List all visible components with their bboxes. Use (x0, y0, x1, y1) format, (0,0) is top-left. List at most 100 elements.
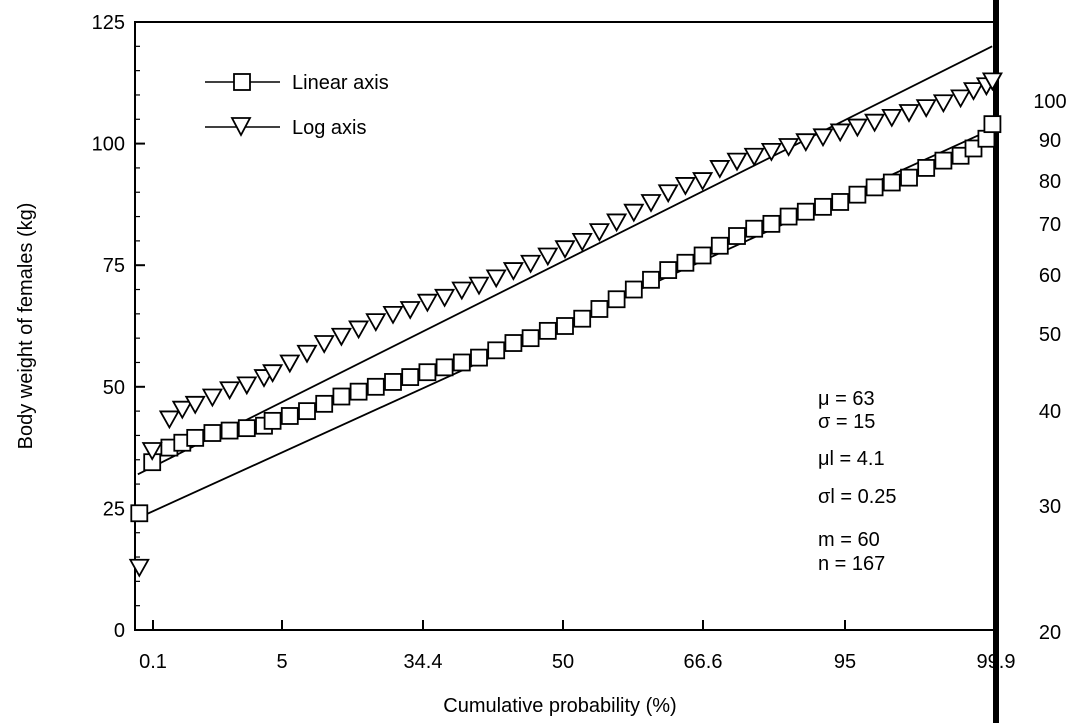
data-point-triangle (709, 160, 731, 179)
data-point-square (882, 173, 901, 192)
y-tick-label: 100 (92, 134, 125, 156)
data-point-triangle (434, 288, 456, 308)
x-axis-title: Cumulative probability (%) (443, 695, 676, 717)
data-point-triangle (171, 400, 193, 420)
data-point-square (607, 290, 626, 309)
data-point-triangle (915, 99, 937, 118)
data-point-triangle (158, 410, 180, 430)
data-point-square (186, 428, 205, 447)
data-point-square (659, 261, 678, 279)
data-point-square (865, 178, 884, 197)
data-point-triangle (128, 558, 150, 578)
x-tick-label: 0.1 (139, 651, 167, 673)
data-point-square (983, 115, 1002, 134)
data-point-square (710, 236, 729, 255)
data-point-square (315, 394, 334, 413)
data-point-square (130, 504, 149, 523)
fit-line-triangle-down (137, 45, 993, 476)
data-point-square (642, 270, 660, 289)
right-tick-label: 70 (1039, 214, 1061, 236)
data-point-triangle (279, 354, 301, 374)
stat-n: n = 167 (818, 553, 885, 575)
data-point-square (401, 368, 420, 386)
data-point-square (487, 341, 506, 360)
right-tick-label: 60 (1039, 265, 1061, 287)
y-tick-label: 0 (114, 620, 125, 642)
data-point-square (762, 214, 781, 233)
legend-label-linear: Linear axis (292, 72, 389, 94)
x-tick-label: 99.9 (977, 651, 1016, 673)
data-point-square (964, 139, 983, 158)
data-point-triangle (520, 254, 542, 274)
stat-m: m = 60 (818, 529, 880, 551)
data-point-triangle (726, 152, 748, 172)
data-point-square (203, 424, 222, 442)
data-point-triangle (485, 269, 507, 289)
data-point-triangle (864, 113, 886, 133)
data-point-triangle (554, 240, 576, 260)
y-tick-label: 125 (92, 12, 125, 34)
data-point-triangle (451, 281, 473, 301)
right-axis-ticks: 20 30 40 50 60 70 80 90 100 (1033, 91, 1066, 644)
data-point-triangle (962, 82, 985, 101)
data-point-square (435, 358, 454, 377)
data-point-triangle (881, 108, 903, 128)
right-tick-label: 100 (1033, 91, 1066, 113)
stat-mu: μ = 63 (818, 388, 875, 410)
x-tick-label: 50 (552, 651, 574, 673)
x-axis-ticks: 0.1 5 34.4 50 66.6 95 99.9 (139, 620, 1015, 673)
data-point-triangle (262, 364, 284, 384)
right-tick-label: 90 (1039, 130, 1061, 152)
data-markers (128, 72, 1003, 578)
data-point-triangle (296, 344, 318, 364)
data-point-square (900, 168, 918, 187)
data-point-square (349, 382, 368, 401)
data-point-triangle (981, 72, 1003, 92)
data-point-triangle (537, 247, 559, 267)
data-point-square (934, 151, 953, 170)
data-point-triangle (606, 213, 628, 233)
data-point-square (220, 421, 239, 440)
data-point-square (745, 219, 764, 238)
data-point-triangle (812, 128, 834, 148)
data-point-triangle (692, 172, 714, 191)
data-point-square (728, 227, 746, 245)
data-point-square (573, 309, 592, 328)
data-point-triangle (330, 327, 352, 347)
data-point-triangle (348, 320, 370, 340)
data-point-square (521, 329, 540, 348)
data-point-triangle (219, 381, 241, 401)
x-tick-label: 34.4 (404, 651, 443, 673)
data-point-triangle (382, 305, 404, 325)
legend-marker-triangle (230, 117, 252, 137)
data-point-triangle (846, 118, 868, 138)
data-point-triangle (399, 301, 421, 320)
data-point-triangle (313, 335, 335, 354)
legend: Linear axis Log axis (205, 72, 389, 139)
right-tick-label: 20 (1039, 622, 1061, 644)
data-point-triangle (588, 223, 610, 242)
data-point-triangle (184, 395, 206, 415)
data-point-square (556, 317, 574, 335)
x-tick-label: 95 (834, 651, 856, 673)
data-point-square (470, 348, 488, 367)
data-point-triangle (657, 184, 679, 204)
data-point-triangle (932, 94, 954, 114)
data-point-square (676, 253, 695, 272)
data-point-triangle (502, 262, 524, 281)
legend-marker-square (233, 73, 251, 91)
stat-sigma: σ = 15 (818, 411, 875, 433)
stat-sigma-l: σl = 0.25 (818, 486, 897, 508)
x-tick-label: 5 (276, 651, 287, 673)
data-point-triangle (416, 293, 438, 313)
data-point-square (796, 202, 815, 221)
data-point-triangle (950, 89, 972, 109)
data-point-square (917, 159, 936, 177)
data-point-square (418, 363, 437, 382)
data-point-triangle (623, 203, 645, 223)
data-point-triangle (898, 104, 920, 123)
data-point-square (452, 353, 471, 372)
data-point-triangle (674, 177, 696, 196)
data-point-square (814, 197, 832, 216)
